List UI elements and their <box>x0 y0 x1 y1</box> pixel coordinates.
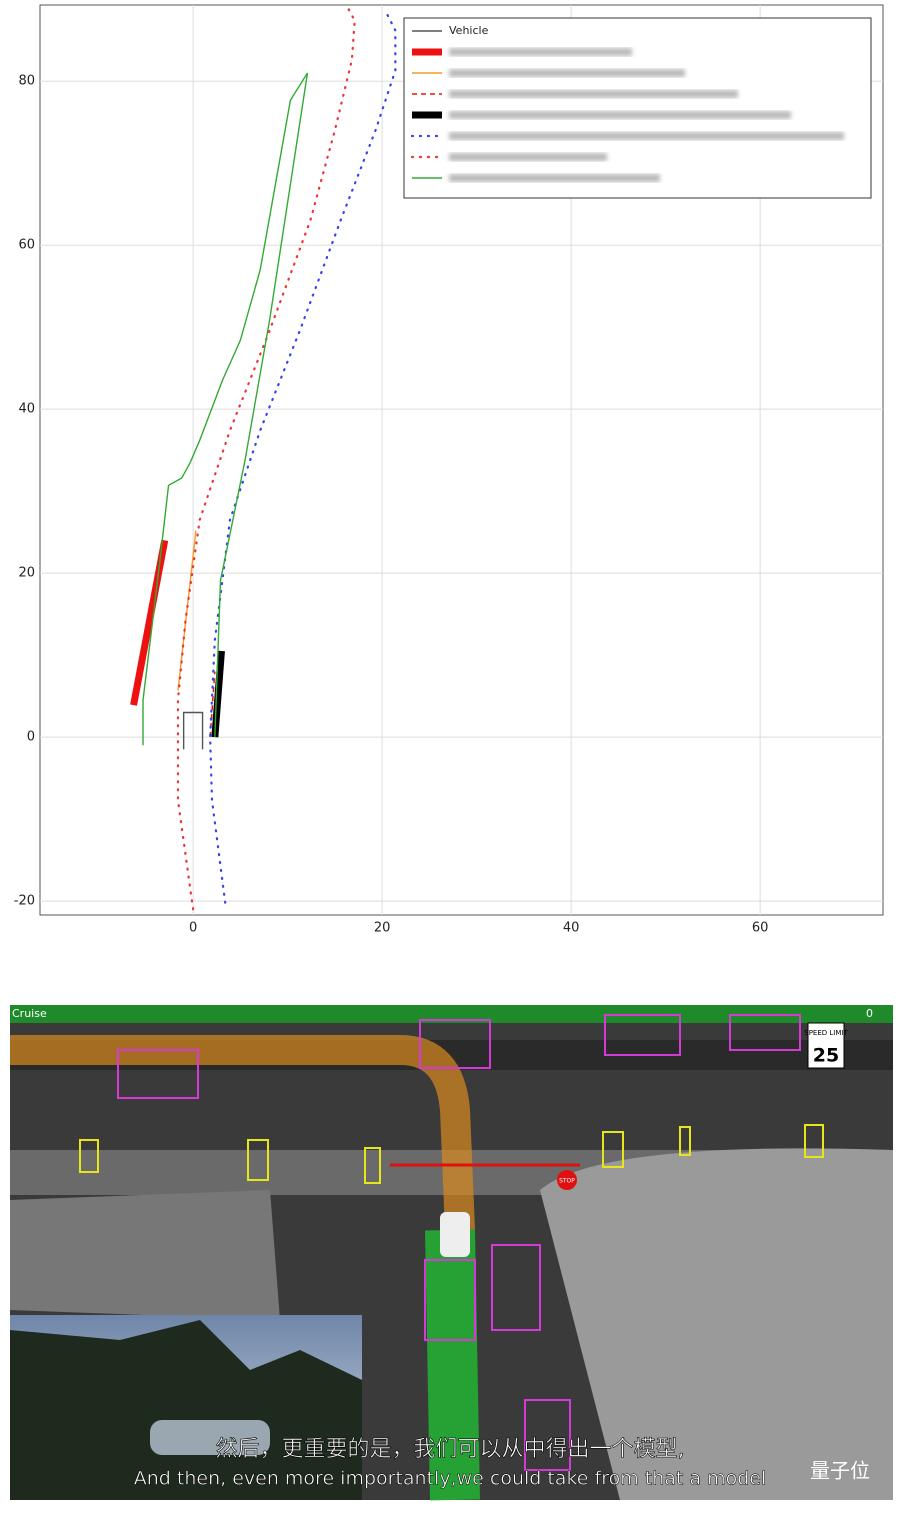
legend-label: Vehicle <box>449 24 489 37</box>
chart: 0 20 40 60 -20 0 20 40 60 80 Vehicle <box>14 5 883 936</box>
video-frame: STOP Cruise 0 SPEED LIMIT 25 然后，更重要的是，我们… <box>10 1005 893 1501</box>
legend-blurred-label <box>449 174 660 182</box>
series-line <box>182 711 204 750</box>
subtitle-en: And then, even more importantly,we could… <box>134 1468 766 1490</box>
y-tick-label: 0 <box>27 730 35 745</box>
route-green <box>425 1229 480 1501</box>
ego-car <box>440 1212 470 1257</box>
terrain <box>540 1148 893 1500</box>
trees <box>10 1320 362 1500</box>
legend-box <box>403 17 872 199</box>
y-tick-label: 60 <box>18 238 35 253</box>
speed-sign <box>807 1022 845 1069</box>
legend-blurred-label <box>449 69 685 77</box>
x-tick-label: 20 <box>374 921 391 936</box>
speed-readout: 0 <box>866 1007 873 1020</box>
speed-sign-title: SPEED LIMIT <box>804 1029 848 1037</box>
legend-blurred-label <box>449 153 607 161</box>
series-line <box>142 72 309 746</box>
top-bar <box>10 1005 893 1023</box>
terrain <box>10 1190 280 1320</box>
brand: Cruise <box>12 1007 47 1020</box>
x-tick-label: 60 <box>752 921 769 936</box>
plot-frame <box>39 4 884 916</box>
route-orange <box>10 1035 475 1231</box>
series-line <box>209 8 397 904</box>
speed-sign-value: 25 <box>813 1045 839 1067</box>
legend-blurred-label <box>449 132 844 140</box>
x-tick-label: 0 <box>189 921 197 936</box>
legend-blurred-label <box>449 90 738 98</box>
y-tick-label: 20 <box>18 566 35 581</box>
car <box>150 1420 270 1455</box>
y-tick-label: 40 <box>18 402 35 417</box>
series-line <box>176 7 356 911</box>
subtitle-zh: 然后，更重要的是，我们可以从中得出一个模型, <box>216 1437 685 1462</box>
stop-sign-text: STOP <box>559 1178 575 1185</box>
stop-sign-icon <box>557 1170 577 1190</box>
y-tick-label: -20 <box>14 894 35 909</box>
legend-blurred-label <box>449 48 632 56</box>
vehicles <box>117 1014 801 1471</box>
y-tick-label: 80 <box>18 74 35 89</box>
watermark: 量子位 <box>810 1459 870 1483</box>
x-tick-label: 40 <box>563 921 580 936</box>
series-line <box>177 530 197 691</box>
legend-blurred-label <box>449 111 791 119</box>
pedestrians <box>79 1124 824 1184</box>
